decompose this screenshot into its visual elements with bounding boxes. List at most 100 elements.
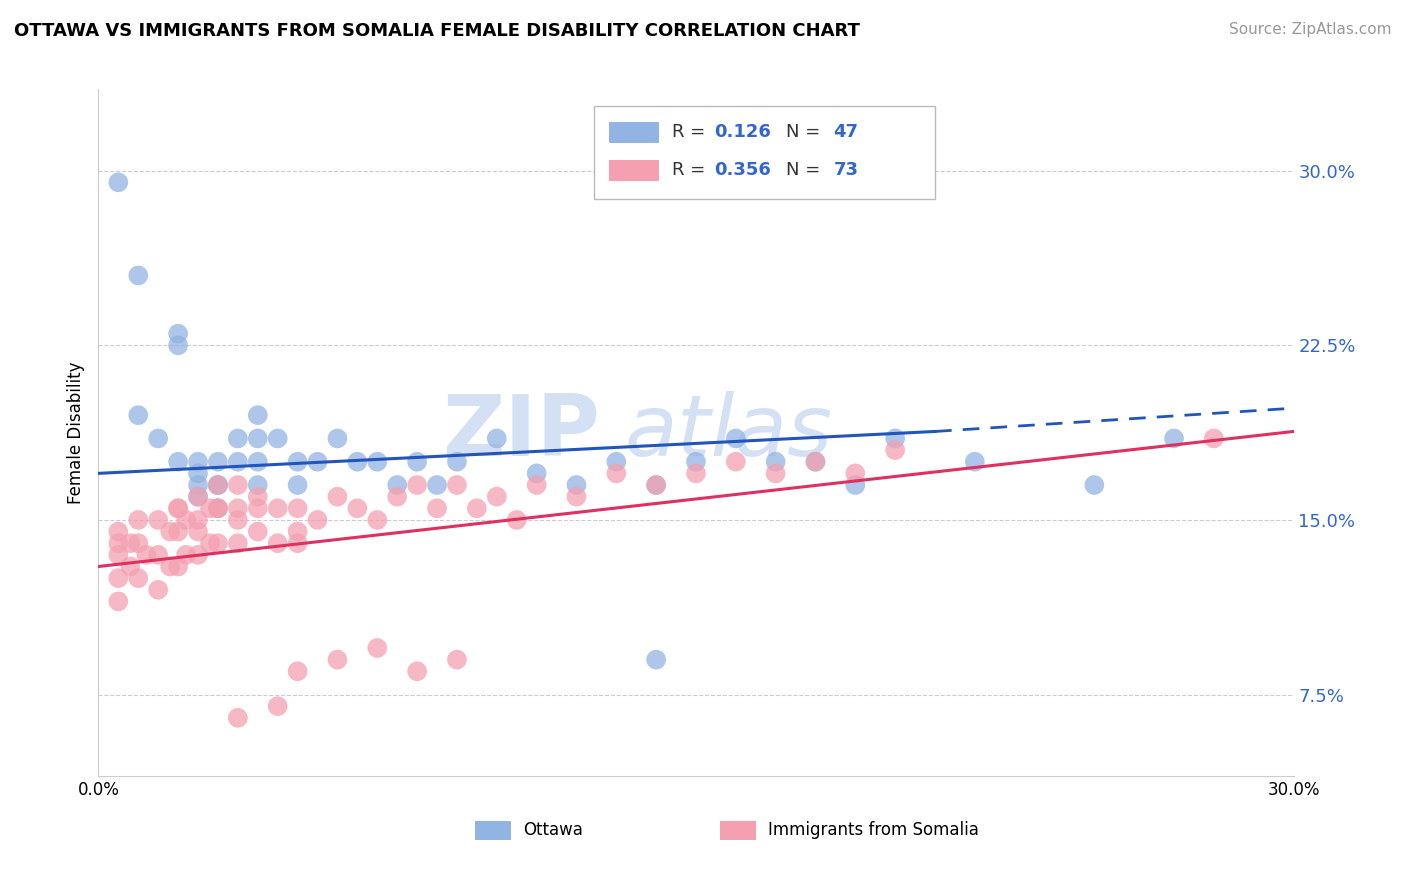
Point (724, 432, 747, 446)
Point (565, 490, 588, 504)
Point (406, 478, 429, 492)
Text: 47: 47 (834, 123, 859, 142)
Point (135, 548, 157, 562)
Text: 0.126: 0.126 (714, 123, 770, 142)
Point (326, 652, 349, 666)
Point (645, 652, 668, 666)
Text: R =: R = (672, 123, 711, 142)
Point (645, 478, 668, 492)
Point (127, 513, 149, 527)
Point (174, 513, 197, 527)
Point (307, 455, 329, 469)
Text: N =: N = (786, 123, 825, 142)
Point (385, 478, 409, 492)
Point (844, 467, 866, 481)
Point (107, 594, 129, 608)
Point (267, 501, 290, 516)
Point (246, 408, 269, 422)
Point (187, 524, 209, 539)
Point (884, 432, 907, 446)
Text: 73: 73 (834, 161, 859, 179)
Point (884, 443, 907, 458)
Point (148, 582, 170, 597)
Point (446, 455, 468, 469)
Point (207, 501, 229, 516)
Point (1083, 478, 1105, 492)
Point (346, 501, 368, 516)
Point (485, 432, 508, 446)
Point (287, 501, 309, 516)
Point (207, 501, 229, 516)
Point (120, 536, 142, 550)
Point (174, 548, 197, 562)
Point (187, 467, 209, 481)
Bar (609, 160, 659, 180)
Point (1202, 432, 1225, 446)
Point (167, 455, 190, 469)
Point (187, 490, 209, 504)
Point (159, 524, 181, 539)
Bar (475, 821, 510, 840)
Point (1163, 432, 1185, 446)
Point (226, 711, 249, 725)
Point (167, 559, 190, 574)
Point (226, 478, 249, 492)
Point (246, 455, 269, 469)
Point (287, 524, 309, 539)
Point (127, 408, 149, 422)
Point (207, 536, 229, 550)
Text: Source: ZipAtlas.com: Source: ZipAtlas.com (1229, 22, 1392, 37)
Point (366, 513, 388, 527)
Point (526, 467, 548, 481)
Point (565, 478, 588, 492)
Text: Immigrants from Somalia: Immigrants from Somalia (768, 822, 979, 839)
Point (685, 455, 707, 469)
Text: Ottawa: Ottawa (523, 822, 582, 839)
Point (426, 478, 449, 492)
Point (605, 455, 627, 469)
Point (765, 467, 787, 481)
Point (226, 536, 249, 550)
Point (246, 432, 269, 446)
Point (226, 432, 249, 446)
Point (267, 432, 290, 446)
Point (287, 455, 309, 469)
Point (287, 536, 309, 550)
Text: 0.356: 0.356 (714, 161, 770, 179)
Point (207, 455, 229, 469)
Point (246, 478, 269, 492)
Point (287, 665, 309, 679)
Point (107, 571, 129, 585)
Point (963, 455, 986, 469)
Point (127, 536, 149, 550)
Point (326, 432, 349, 446)
Bar (720, 821, 756, 840)
Point (406, 455, 429, 469)
Point (366, 640, 388, 655)
Point (120, 559, 142, 574)
Point (148, 432, 170, 446)
Point (187, 478, 209, 492)
Point (485, 490, 508, 504)
Point (159, 559, 181, 574)
Point (307, 513, 329, 527)
Point (187, 513, 209, 527)
Point (844, 478, 866, 492)
Point (167, 326, 190, 341)
Point (207, 478, 229, 492)
Point (187, 455, 209, 469)
Point (167, 501, 190, 516)
Bar (609, 122, 659, 143)
Point (107, 536, 129, 550)
Point (148, 513, 170, 527)
Point (526, 478, 548, 492)
Point (107, 175, 129, 189)
Point (226, 513, 249, 527)
Point (187, 490, 209, 504)
Point (465, 501, 488, 516)
Point (127, 268, 149, 283)
Text: atlas: atlas (624, 391, 832, 475)
Point (198, 536, 221, 550)
Point (645, 478, 668, 492)
Point (685, 467, 707, 481)
